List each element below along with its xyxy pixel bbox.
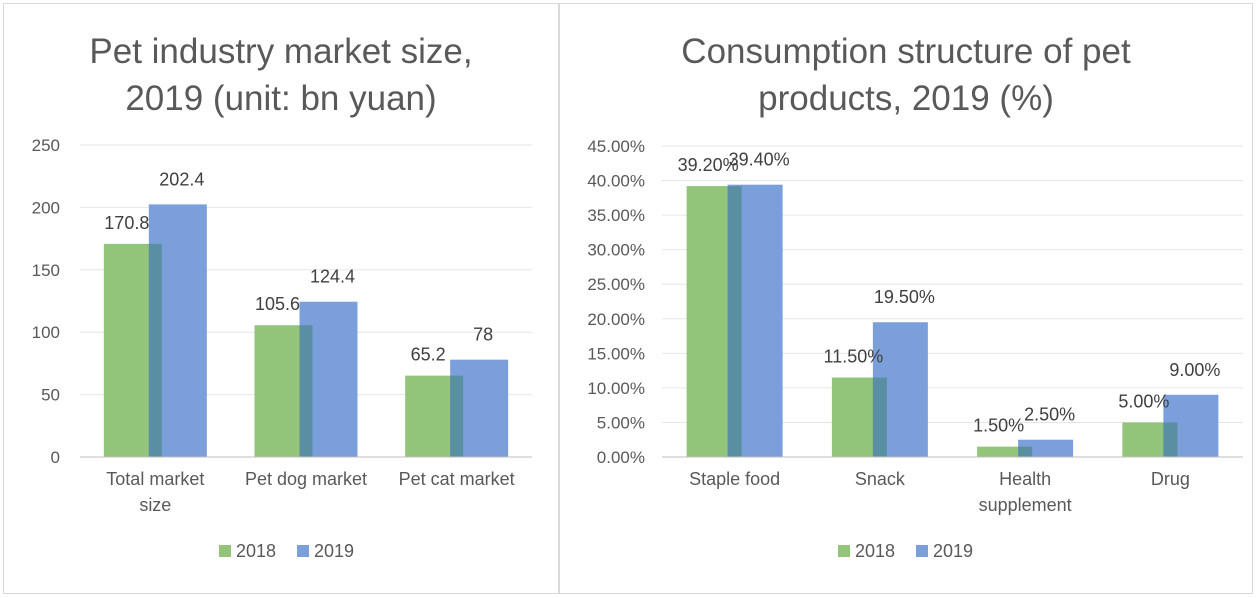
x-category-label: size: [139, 495, 171, 515]
data-label: 65.2: [411, 345, 446, 365]
chart-panel-market-size: Pet industry market size, 2019 (unit: bn…: [3, 3, 559, 594]
legend-label: 2019: [314, 541, 354, 561]
y-tick-label: 5.00%: [597, 413, 645, 432]
chart-title: Pet industry market size, 2019 (unit: bn…: [4, 28, 558, 122]
data-label: 2.50%: [1024, 405, 1075, 425]
data-label: 1.50%: [973, 416, 1024, 436]
y-tick-label: 40.00%: [587, 172, 645, 191]
chart-title: Consumption structure of pet products, 2…: [560, 28, 1252, 122]
bar-overlap: [299, 325, 313, 457]
y-tick-label: 250: [32, 136, 60, 155]
y-tick-label: 10.00%: [587, 379, 645, 398]
chart-title-line-1: Consumption structure of pet: [681, 32, 1131, 71]
x-category-label: Snack: [855, 469, 906, 489]
chart-title-line-2: 2019 (unit: bn yuan): [125, 79, 437, 118]
data-label: 124.4: [310, 267, 355, 287]
x-category-label: Pet cat market: [399, 469, 515, 489]
bar-chart-market-size: 0 50 100 150 200 250 170.8 202.4 Total market siz…: [32, 136, 532, 561]
y-tick-label: 15.00%: [587, 344, 645, 363]
x-category-label: supplement: [979, 495, 1072, 515]
bar-overlap: [727, 186, 742, 457]
x-category-label: Staple food: [689, 469, 780, 489]
data-label: 170.8: [104, 213, 149, 233]
legend-label: 2018: [236, 541, 276, 561]
legend-label: 2019: [933, 541, 973, 561]
y-tick-label: 0: [51, 448, 60, 467]
x-category-label: Total market: [106, 469, 204, 489]
bar-overlap: [1163, 422, 1178, 457]
bar-overlap: [148, 243, 162, 457]
y-tick-label: 20.00%: [587, 310, 645, 329]
data-label: 39.20%: [678, 155, 739, 175]
bar-chart-consumption-structure: 0.00% 5.00% 10.00% 15.00% 20.00% 25.00% 30.00%…: [587, 137, 1243, 561]
x-category-label: Pet dog market: [245, 469, 367, 489]
data-label: 5.00%: [1118, 391, 1169, 411]
data-label: 202.4: [159, 169, 204, 189]
chart-panel-consumption-structure: Consumption structure of pet products, 2…: [559, 3, 1253, 594]
y-tick-label: 45.00%: [587, 137, 645, 156]
y-tick-label: 30.00%: [587, 241, 645, 260]
data-label: 9.00%: [1169, 360, 1220, 380]
x-category-label: Health: [999, 469, 1051, 489]
y-tick-label: 35.00%: [587, 206, 645, 225]
chart-title-line-1: Pet industry market size,: [89, 32, 473, 71]
bar-overlap: [450, 375, 464, 457]
legend-swatch-2018: [838, 545, 850, 557]
x-category-label: Drug: [1151, 469, 1190, 489]
y-tick-label: 25.00%: [587, 275, 645, 294]
chart-title-line-2: products, 2019 (%): [758, 79, 1054, 118]
data-label: 39.40%: [729, 150, 790, 170]
data-label: 105.6: [255, 294, 300, 314]
y-tick-label: 50: [41, 386, 60, 405]
y-tick-label: 100: [32, 323, 60, 342]
legend-swatch-2019: [297, 545, 309, 557]
bar-overlap: [1018, 446, 1033, 457]
bar-overlap: [872, 377, 887, 457]
data-label: 78: [473, 325, 493, 345]
y-tick-label: 0.00%: [597, 448, 645, 467]
y-tick-label: 200: [32, 198, 60, 217]
data-label: 11.50%: [824, 347, 884, 367]
y-tick-label: 150: [32, 261, 60, 280]
legend-swatch-2019: [916, 545, 928, 557]
bar-2018: [977, 446, 1033, 457]
legend-swatch-2018: [219, 545, 231, 557]
legend-label: 2018: [855, 541, 895, 561]
data-label: 19.50%: [874, 287, 935, 307]
